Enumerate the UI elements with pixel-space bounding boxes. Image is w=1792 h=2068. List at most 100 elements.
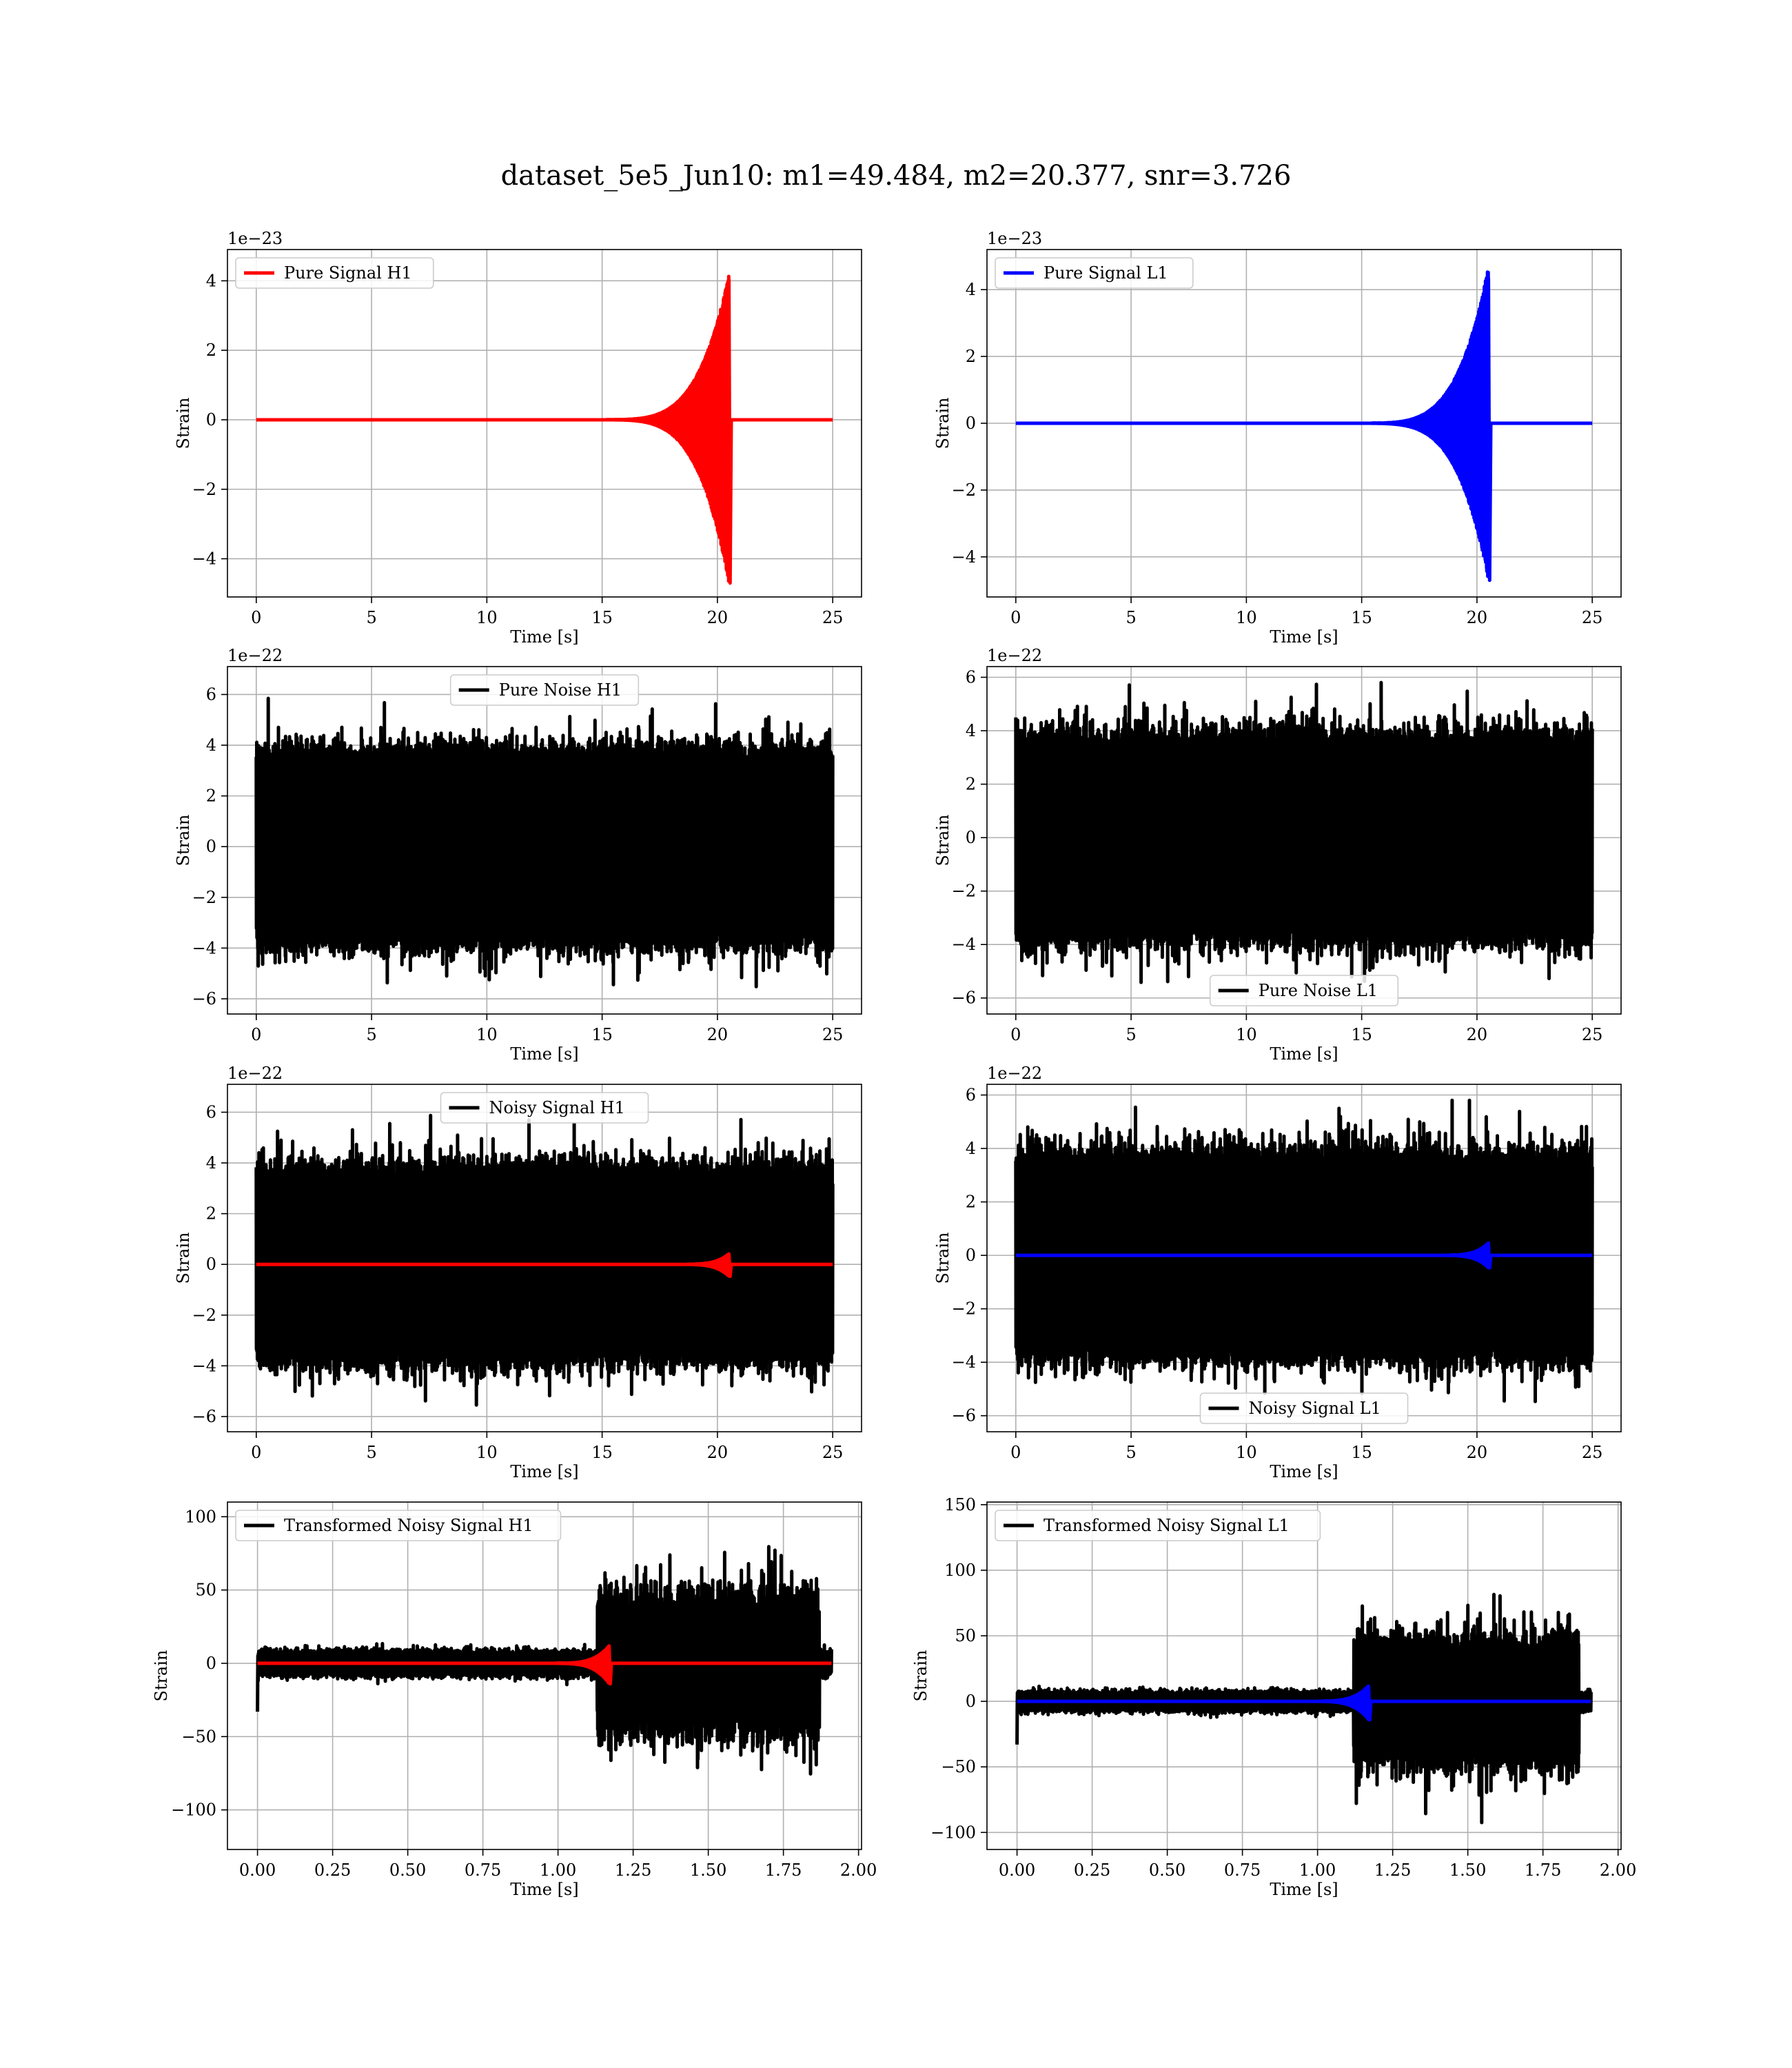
axes-bottom-left: 0.00 0.25 0.50 0.75 1.00 1.25 1.50 1.75 2.00 −100… [152, 1501, 877, 1899]
y-tick-label: −6 [192, 1407, 216, 1426]
y-tick-label: −2 [192, 480, 216, 499]
y-tick-label: 100 [944, 1561, 976, 1580]
y-tick-label: 0 [966, 414, 976, 433]
x-tick-label: 15 [591, 608, 613, 627]
y-tick-label: −100 [930, 1823, 976, 1842]
legend-label: Transformed Noisy Signal L1 [1043, 1516, 1290, 1535]
y-tick-label: 4 [206, 736, 216, 755]
x-tick-label: 10 [476, 1443, 498, 1462]
x-axis-label: Time [s] [1270, 1462, 1338, 1481]
y-tick-label: −4 [952, 547, 976, 567]
offset-text: 1e−22 [227, 1064, 283, 1083]
x-tick-label: 5 [1126, 1025, 1136, 1044]
x-tick-label: 1.00 [1299, 1861, 1336, 1880]
offset-text: 1e−23 [227, 229, 283, 248]
y-tick-label: −2 [192, 1306, 216, 1325]
y-tick-label: 0 [966, 1692, 976, 1711]
legend-label: Pure Signal L1 [1043, 263, 1168, 283]
x-axis-label: Time [s] [510, 1462, 578, 1481]
plot-area [256, 1545, 833, 1776]
y-axis-label: Strain [911, 1650, 930, 1702]
legend: Noisy Signal L1 [1199, 1392, 1409, 1424]
x-tick-label: 0.25 [314, 1861, 351, 1880]
y-tick-label: 6 [966, 668, 976, 687]
axes-row3-right: 0 5 10 15 20 25 −6 −4 −2 0 2 4 6 Time [s] Strain 1e−22 N… [933, 1064, 1622, 1481]
x-tick-label: 0.75 [465, 1861, 501, 1880]
y-tick-label: 6 [206, 1102, 216, 1122]
axes-frame [986, 1501, 1622, 1850]
legend-label: Noisy Signal L1 [1249, 1399, 1381, 1418]
y-tick-label: −2 [952, 480, 976, 500]
y-tick-label: 4 [966, 721, 976, 740]
y-tick-label: 4 [206, 271, 216, 290]
series-line-pure-noise-h1 [254, 696, 835, 989]
y-tick-label: −6 [192, 989, 216, 1008]
axes-row2-right: 0 5 10 15 20 25 −6 −4 −2 0 2 4 6 Time [s] Strain 1e−22 P… [933, 646, 1622, 1064]
x-tick-label: 1.50 [690, 1861, 726, 1880]
x-tick-label: 20 [1467, 608, 1488, 627]
x-tick-label: 15 [591, 1443, 613, 1462]
legend-label: Pure Noise H1 [499, 680, 622, 700]
legend: Transformed Noisy Signal H1 [235, 1510, 562, 1541]
x-tick-label: 5 [366, 608, 376, 627]
y-tick-label: −4 [192, 549, 216, 569]
series-line-pure-noise-l1 [1014, 680, 1594, 984]
x-tick-label: 20 [707, 1443, 729, 1462]
plot-area [256, 274, 833, 585]
x-axis-label: Time [s] [1270, 627, 1338, 647]
x-axis-label: Time [s] [510, 627, 578, 647]
legend-frame [449, 674, 640, 706]
legend-label: Transformed Noisy Signal H1 [284, 1516, 533, 1535]
axes-bottom-right: 0.00 0.25 0.50 0.75 1.00 1.25 1.50 1.75 2.00 −100… [911, 1495, 1636, 1899]
x-tick-label: 0.50 [389, 1861, 426, 1880]
y-tick-label: 2 [966, 347, 976, 366]
y-tick-label: −6 [952, 1406, 976, 1426]
axes-frame [227, 1501, 862, 1850]
x-axis-label: Time [s] [1270, 1044, 1338, 1064]
plot-area [1014, 680, 1594, 984]
y-tick-label: 4 [206, 1153, 216, 1173]
legend-label: Noisy Signal H1 [489, 1098, 625, 1117]
x-tick-label: 1.25 [1374, 1861, 1411, 1880]
legend-frame [995, 1510, 1321, 1541]
x-tick-label: 25 [1582, 1443, 1603, 1462]
legend: Transformed Noisy Signal L1 [995, 1510, 1321, 1541]
y-tick-label: −4 [952, 1352, 976, 1372]
y-axis-label: Strain [933, 398, 953, 449]
y-tick-label: 0 [206, 1255, 216, 1274]
y-axis-label: Strain [174, 1233, 193, 1284]
y-tick-label: 0 [206, 1654, 216, 1673]
x-tick-label: 15 [591, 1025, 613, 1044]
x-tick-label: 25 [822, 1025, 844, 1044]
x-tick-label: 10 [1236, 608, 1257, 627]
x-tick-label: 10 [1236, 1443, 1257, 1462]
y-tick-label: −4 [952, 935, 976, 954]
offset-text: 1e−23 [987, 229, 1042, 248]
offset-text: 1e−22 [987, 1064, 1042, 1083]
y-tick-label: −50 [941, 1757, 976, 1776]
axes-frame [227, 249, 862, 598]
x-tick-label: 0 [251, 608, 261, 627]
series-line-pure-signal-l1 [1015, 270, 1593, 582]
x-tick-label: 25 [822, 1443, 844, 1462]
x-tick-label: 1.75 [1525, 1861, 1561, 1880]
y-axis-label: Strain [174, 398, 193, 449]
series-line-transformed-noisy-signal-h1 [256, 1545, 833, 1776]
y-tick-label: −6 [952, 989, 976, 1008]
legend: Pure Noise L1 [1209, 975, 1399, 1006]
legend-frame [235, 1510, 562, 1541]
legend-frame [440, 1092, 649, 1124]
plot-area [1015, 1592, 1593, 1825]
y-tick-label: −2 [952, 882, 976, 901]
y-tick-label: −2 [952, 1299, 976, 1319]
y-tick-label: 2 [966, 1193, 976, 1212]
x-tick-label: 1.25 [615, 1861, 651, 1880]
y-tick-label: 0 [206, 410, 216, 429]
y-tick-label: −2 [192, 888, 216, 907]
y-tick-label: 4 [966, 1139, 976, 1158]
y-tick-label: 2 [206, 1204, 216, 1224]
x-tick-label: 0.00 [239, 1861, 276, 1880]
x-tick-label: 0.00 [999, 1861, 1035, 1880]
x-tick-label: 5 [366, 1443, 376, 1462]
